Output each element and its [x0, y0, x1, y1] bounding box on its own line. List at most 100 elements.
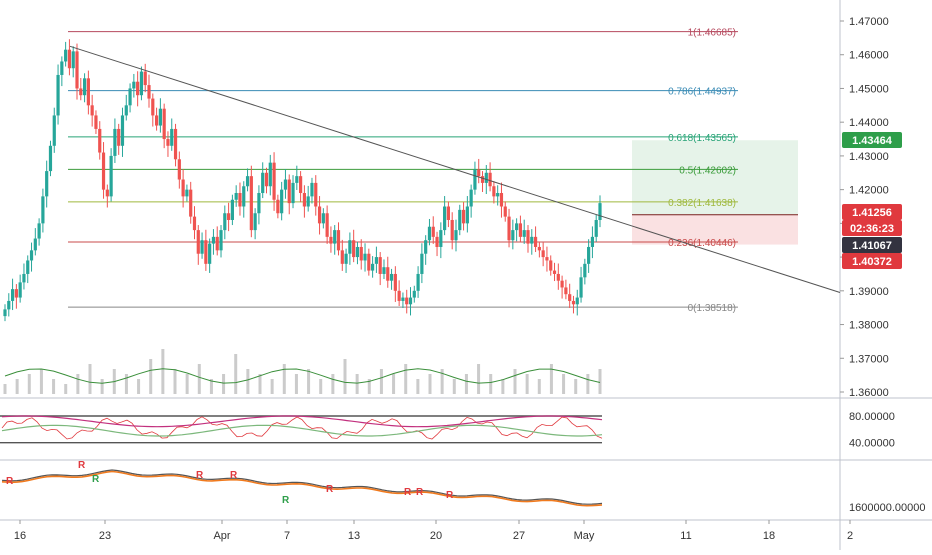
volume-bar [52, 379, 56, 394]
candle-body [170, 128, 174, 146]
candle-body [22, 273, 26, 283]
candle-body [192, 216, 197, 231]
candle-body [79, 88, 83, 96]
candle-body [181, 179, 185, 197]
price-badge-label: 02:36:23 [850, 223, 894, 235]
position-shading [632, 140, 798, 245]
candle-body [151, 98, 155, 116]
fib-level-label: 0.786(1.44937) [668, 87, 736, 98]
price-badge [842, 220, 902, 236]
indicator-tick-label: 1600000.00000 [849, 502, 925, 514]
y-tick-label: 1.46000 [849, 50, 889, 62]
fib-level-label: 0(1.38518) [688, 303, 736, 314]
candle-body [450, 219, 454, 241]
candle-body [48, 145, 53, 172]
candle-body [503, 206, 507, 217]
candle-body [568, 294, 572, 301]
volume-bar [100, 379, 104, 394]
trendline[interactable] [69, 45, 841, 293]
candle-body [211, 236, 216, 244]
candle-body [124, 105, 128, 116]
candle-body [204, 240, 208, 264]
candle-body [321, 213, 325, 224]
candle-body [340, 250, 344, 264]
price-badge-label: 1.41256 [852, 207, 892, 219]
candle-body [325, 213, 329, 237]
candle-body [439, 230, 443, 247]
volume-bar [452, 379, 456, 394]
volume-bar [477, 364, 481, 394]
candle-body [245, 176, 250, 187]
candle-body [287, 179, 291, 204]
volume-bar [440, 369, 444, 394]
candle-body [310, 182, 314, 197]
oscillator-tick-label: 80.00000 [849, 411, 895, 423]
candle-body [382, 267, 386, 274]
candle-body [189, 189, 193, 217]
volume-bar [319, 379, 323, 394]
volume-bar [149, 359, 153, 394]
candle-body [98, 128, 102, 153]
volume-bar [209, 379, 213, 394]
candle-body [560, 280, 564, 288]
candle-body [530, 236, 534, 244]
fibonacci-retracement[interactable]: 1(1.46685) 0.786(1.44937) 0.618(1.43565) 0.… [68, 28, 738, 314]
candle-body [359, 246, 363, 261]
candle-body [363, 253, 367, 261]
volume-bar [343, 359, 347, 394]
candle-body [522, 230, 526, 237]
volume-bar [428, 374, 432, 394]
candle-body [378, 257, 382, 274]
price-badge [842, 237, 902, 253]
candle-body [492, 186, 496, 197]
signal-marker: R [196, 470, 204, 481]
candlesticks[interactable] [3, 39, 602, 322]
candle-body [317, 206, 322, 224]
candle-body [94, 115, 98, 129]
candle-body [154, 115, 159, 126]
signal-marker: R [446, 490, 454, 501]
fib-level-label: 1(1.46685) [688, 28, 736, 39]
volume-bar [513, 369, 517, 394]
candle-body [587, 246, 591, 264]
candle-body [253, 213, 257, 231]
indicator-main-line [1, 470, 603, 507]
candle-body [173, 128, 178, 160]
candle-body [352, 240, 356, 258]
candle-body [257, 193, 261, 214]
candle-body [139, 71, 144, 96]
candle-body [420, 253, 424, 274]
volume-bar [501, 379, 505, 394]
candle-body [242, 186, 246, 207]
candle-body [435, 236, 439, 247]
candle-body [454, 230, 458, 241]
candle-body [526, 230, 530, 244]
candle-body [215, 236, 219, 251]
candle-body [469, 189, 473, 207]
candle-body [405, 297, 409, 305]
volume-bar [234, 354, 238, 394]
candle-body [499, 193, 504, 207]
oscillator-band-line [1, 415, 603, 428]
candle-body [208, 243, 212, 264]
candle-body [575, 297, 579, 305]
signal-marker: R [92, 474, 100, 485]
candle-body [64, 49, 68, 62]
volume-bar [574, 379, 578, 394]
candle-body [60, 61, 64, 75]
x-tick-label: May [574, 530, 595, 542]
candle-body [583, 263, 587, 278]
candle-body [41, 196, 45, 224]
volume-bar [124, 374, 128, 394]
candle-body [147, 85, 151, 99]
candle-body [37, 223, 41, 239]
candle-body [431, 226, 435, 237]
candle-body [75, 51, 79, 89]
y-tick-label: 1.39000 [849, 286, 889, 298]
price-badge-label: 1.41067 [852, 240, 892, 252]
candle-body [533, 236, 538, 247]
volume-bar [282, 364, 286, 394]
